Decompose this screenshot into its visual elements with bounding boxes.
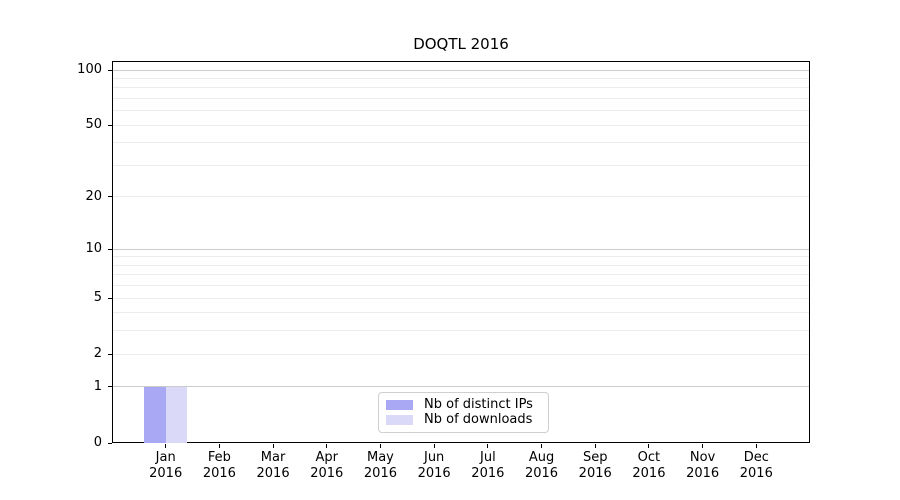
gridline-minor xyxy=(113,77,809,79)
x-tick-label: Jun 2016 xyxy=(417,450,451,481)
gridline-minor xyxy=(113,110,809,112)
x-tick xyxy=(487,444,489,448)
y-tick-label: 20 xyxy=(85,188,102,204)
gridline-minor xyxy=(113,312,809,314)
bar-nb-of-downloads xyxy=(165,386,188,443)
gridline-minor xyxy=(113,353,809,355)
y-tick xyxy=(108,196,112,198)
plot-area xyxy=(112,61,810,443)
legend-label-downloads: Nb of downloads xyxy=(424,412,533,427)
x-tick-label: Aug 2016 xyxy=(524,450,559,481)
gridline-minor xyxy=(113,274,809,276)
x-tick-label: May 2016 xyxy=(363,450,397,481)
gridline-minor xyxy=(113,264,809,266)
x-tick-label: Mar 2016 xyxy=(256,450,290,481)
gridline-minor xyxy=(113,285,809,287)
x-tick xyxy=(272,444,274,448)
gridline-minor xyxy=(113,196,809,198)
y-tick-label: 10 xyxy=(85,241,102,257)
y-tick xyxy=(108,69,112,71)
legend-swatch-distinct-ips xyxy=(386,400,413,410)
gridline-minor xyxy=(113,256,809,258)
legend-label-distinct-ips: Nb of distinct IPs xyxy=(424,397,533,412)
chart-title: DOQTL 2016 xyxy=(413,35,509,53)
x-tick xyxy=(541,444,543,448)
legend-item-downloads: Nb of downloads xyxy=(386,413,540,427)
bar-nb-of-distinct-ips xyxy=(144,386,166,443)
y-tick-label: 1 xyxy=(93,378,102,394)
x-tick xyxy=(648,444,650,448)
gridline-major xyxy=(113,386,809,388)
x-tick xyxy=(594,444,596,448)
y-tick xyxy=(108,124,112,126)
x-tick xyxy=(165,444,167,448)
gridline-major xyxy=(113,69,809,71)
gridline-minor xyxy=(113,142,809,144)
gridline-minor xyxy=(113,297,809,299)
y-tick-label: 0 xyxy=(93,435,102,450)
y-tick xyxy=(108,248,112,250)
x-tick xyxy=(433,444,435,448)
x-tick-label: Oct 2016 xyxy=(632,450,666,481)
gridline-minor xyxy=(113,98,809,100)
y-tick-label: 100 xyxy=(77,62,102,78)
y-tick xyxy=(108,353,112,355)
x-tick-label: Feb 2016 xyxy=(202,450,236,481)
legend-item-distinct-ips: Nb of distinct IPs xyxy=(386,398,540,412)
y-tick-label: 50 xyxy=(85,117,102,133)
y-tick xyxy=(108,297,112,299)
y-tick-label: 5 xyxy=(93,290,102,306)
x-tick xyxy=(755,444,757,448)
y-tick xyxy=(108,386,112,388)
x-tick xyxy=(379,444,381,448)
x-tick-label: Nov 2016 xyxy=(686,450,720,481)
x-tick xyxy=(218,444,220,448)
x-tick-label: Jul 2016 xyxy=(471,450,505,481)
x-tick xyxy=(702,444,704,448)
x-tick-label: Sep 2016 xyxy=(578,450,612,481)
gridline-minor xyxy=(113,165,809,166)
gridline-minor xyxy=(113,124,809,126)
y-tick xyxy=(108,442,112,444)
x-tick-label: Apr 2016 xyxy=(310,450,344,481)
legend: Nb of distinct IPs Nb of downloads xyxy=(378,392,549,433)
y-tick-label: 2 xyxy=(93,346,102,362)
x-tick-label: Jan 2016 xyxy=(149,450,183,481)
gridline-major xyxy=(113,248,809,250)
x-tick-label: Dec 2016 xyxy=(739,450,773,481)
x-tick xyxy=(326,444,328,448)
gridline-minor xyxy=(113,330,809,332)
gridline-minor xyxy=(113,87,809,89)
legend-swatch-downloads xyxy=(386,415,413,425)
